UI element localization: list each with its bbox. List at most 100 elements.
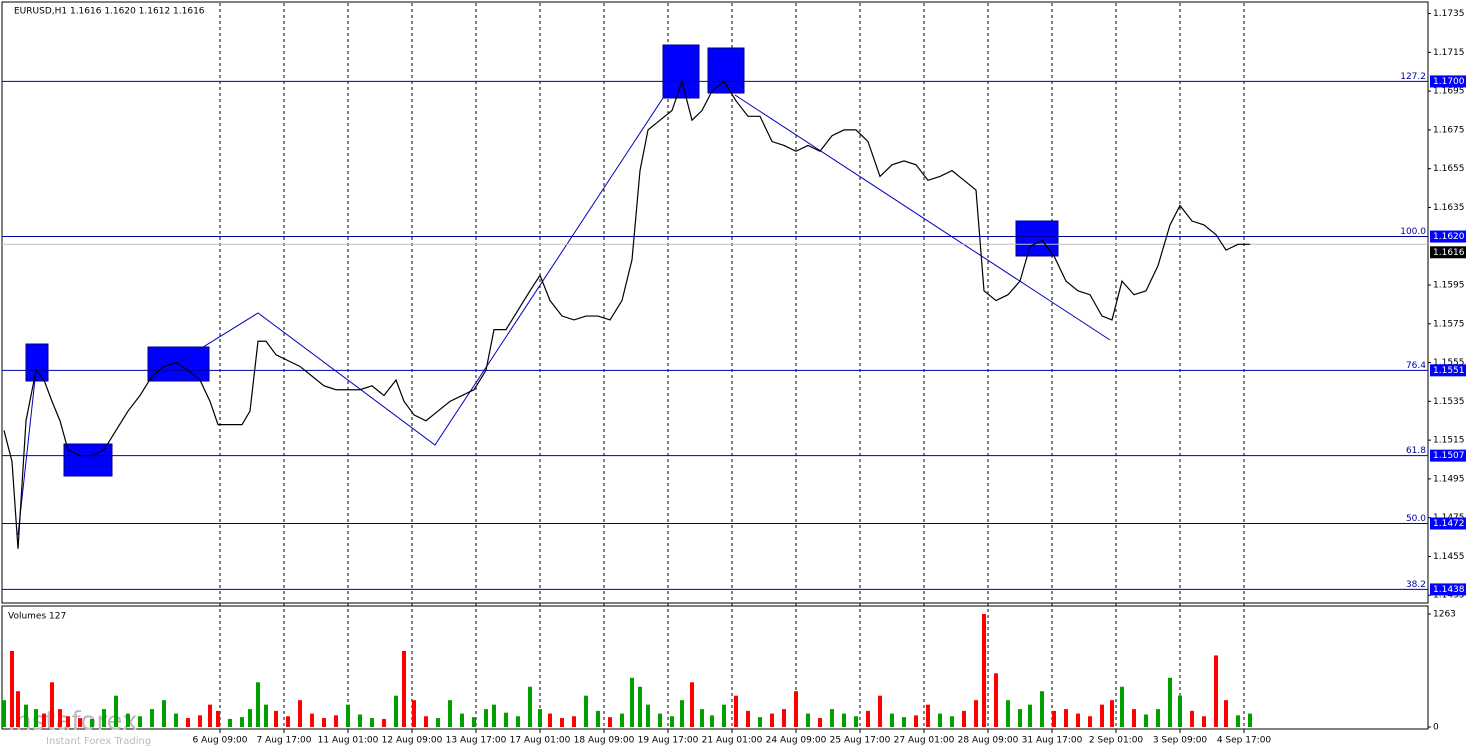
volume-bar	[1144, 714, 1148, 727]
volume-bar	[746, 710, 750, 727]
volume-bar	[1178, 695, 1182, 727]
volume-bar	[646, 704, 650, 727]
price-tag	[1430, 583, 1466, 596]
box	[1015, 220, 1059, 257]
trend-line	[734, 94, 1111, 341]
volume-bar	[830, 709, 834, 727]
volume-bar	[680, 700, 684, 727]
price-tag-label: 1.1507	[1433, 451, 1465, 461]
volume-bar	[382, 718, 386, 727]
volume-bar	[584, 695, 588, 727]
fib-level-name: 76.4	[1406, 361, 1426, 371]
volume-bar	[638, 686, 642, 727]
y-tick-label: 1.1555	[1433, 358, 1465, 368]
x-tick-label: 4 Sep 17:00	[1217, 736, 1272, 746]
volume-bar	[248, 709, 252, 727]
volume-bar	[630, 677, 634, 727]
volume-bar	[402, 650, 406, 727]
volume-bar	[842, 713, 846, 727]
volume-bar	[58, 709, 62, 727]
volume-bar	[66, 716, 70, 727]
volume-bar	[448, 700, 452, 727]
volume-bar	[938, 713, 942, 727]
volume-bar	[806, 713, 810, 727]
y-tick-label: 1.1495	[1433, 474, 1465, 484]
box	[662, 44, 700, 99]
y-tick-label: 1.1655	[1433, 164, 1465, 174]
price-tag-label: 1.1620	[1433, 232, 1465, 242]
volume-tick-label: 1263	[1433, 610, 1456, 620]
fib-level-name: 127.2	[1400, 72, 1426, 82]
volume-bar	[722, 704, 726, 727]
price-panel	[1, 1, 1429, 604]
volume-bar	[890, 713, 894, 727]
volume-bar	[528, 686, 532, 727]
y-tick-label: 1.1535	[1433, 397, 1465, 407]
price-tag	[1430, 364, 1466, 377]
y-tick-label: 1.1435	[1433, 591, 1465, 601]
volume-bar	[346, 704, 350, 727]
grid	[219, 3, 1245, 728]
volume-bar	[926, 704, 930, 727]
box	[25, 343, 49, 382]
x-tick-label: 13 Aug 17:00	[446, 736, 507, 746]
volume-bar	[274, 710, 278, 727]
box	[63, 443, 113, 477]
fib-level-name: 50.0	[1406, 514, 1426, 524]
price-tag	[1430, 517, 1466, 530]
volume-bar	[10, 650, 14, 727]
volume-bar	[758, 717, 762, 727]
trend-line	[149, 94, 666, 446]
volume-bar	[700, 709, 704, 727]
volume-bar	[608, 717, 612, 727]
x-tick-label: 7 Aug 17:00	[257, 736, 312, 746]
volume-bar	[994, 673, 998, 727]
volume-bar	[782, 709, 786, 727]
y-tick-label: 1.1595	[1433, 281, 1465, 291]
x-tick-label: 25 Aug 17:00	[830, 736, 891, 746]
y-tick-label: 1.1515	[1433, 436, 1465, 446]
volume-bar	[794, 691, 798, 727]
volume-bar	[950, 716, 954, 727]
volume-bar	[198, 715, 202, 727]
volume-bar	[710, 715, 714, 727]
volume-bar	[548, 713, 552, 727]
volume-bar	[412, 700, 416, 727]
volume-bar	[670, 716, 674, 727]
volume-bar	[114, 695, 118, 727]
volume-bar	[102, 709, 106, 727]
y-tick-label: 1.1635	[1433, 203, 1465, 213]
volume-bar	[770, 713, 774, 727]
volume-bar	[436, 718, 440, 727]
price-tag	[1430, 75, 1466, 88]
volume-bar	[690, 682, 694, 727]
volume-bar	[878, 695, 882, 727]
volume-bar	[174, 713, 178, 727]
volume-bar	[24, 704, 28, 727]
volume-bar	[492, 704, 496, 727]
volume-bar	[162, 700, 166, 727]
x-tick-label: 17 Aug 01:00	[510, 736, 571, 746]
price-tag-label: 1.1438	[1433, 585, 1465, 595]
price-tag	[1430, 449, 1466, 462]
volume-bar	[734, 695, 738, 727]
volume-bar	[370, 718, 374, 727]
volume-bar	[504, 712, 508, 727]
price-tag-label: 1.1551	[1433, 366, 1465, 376]
volume-bar	[902, 717, 906, 727]
volume-bar	[42, 713, 46, 727]
volume-bar	[424, 716, 428, 727]
volume-bar	[1018, 709, 1022, 727]
volume-bar	[982, 614, 986, 727]
volume-bar	[208, 704, 212, 727]
volume-tick-label: 0	[1433, 723, 1439, 733]
volume-bar	[484, 709, 488, 727]
watermark-tagline: Instant Forex Trading	[46, 736, 151, 747]
volume-bar	[394, 695, 398, 727]
volume-bar	[1100, 704, 1104, 727]
price-tag-label: 1.1700	[1433, 77, 1465, 87]
x-tick-label: 27 Aug 01:00	[894, 736, 955, 746]
volume-bar	[90, 718, 94, 727]
y-tick-label: 1.1715	[1433, 48, 1465, 58]
